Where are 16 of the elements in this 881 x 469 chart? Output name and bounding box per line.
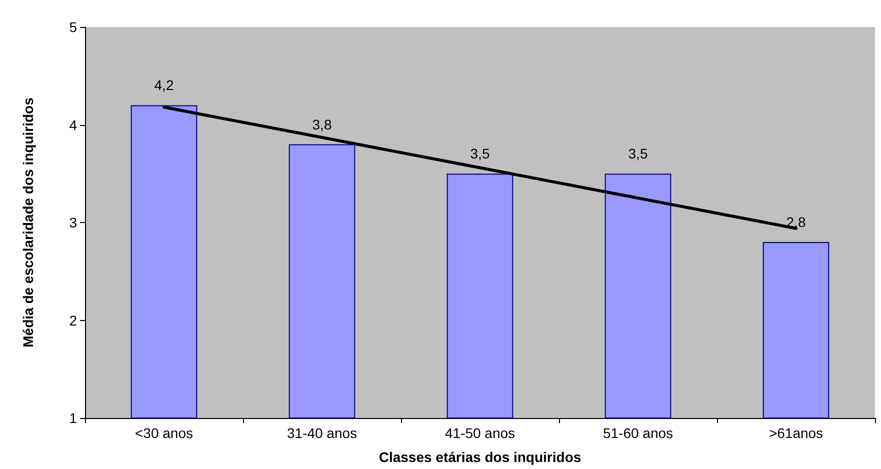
x-tick-label: 41-50 anos bbox=[444, 425, 516, 441]
x-tick-label: <30 anos bbox=[135, 425, 193, 441]
x-tick-label: 31-40 anos bbox=[286, 425, 358, 441]
data-label: 3,5 bbox=[628, 146, 648, 162]
y-tick-label: 5 bbox=[69, 19, 78, 35]
y-tick-label: 4 bbox=[69, 116, 78, 133]
x-tick-label: >61anos bbox=[768, 425, 824, 441]
data-label: 3,8 bbox=[312, 116, 332, 132]
y-tick-label: 3 bbox=[69, 214, 78, 230]
data-label: 4,2 bbox=[154, 77, 174, 94]
y-axis-title: Média de escolaridade dos inquiridos bbox=[20, 97, 36, 348]
y-tick-label: 2 bbox=[69, 312, 78, 328]
x-axis-title: Classes etárias dos inquiridos bbox=[378, 449, 582, 465]
x-tick-label: 51-60 anos bbox=[602, 425, 674, 441]
data-label: 3,5 bbox=[470, 146, 490, 162]
y-tick-label: 1 bbox=[69, 410, 78, 426]
